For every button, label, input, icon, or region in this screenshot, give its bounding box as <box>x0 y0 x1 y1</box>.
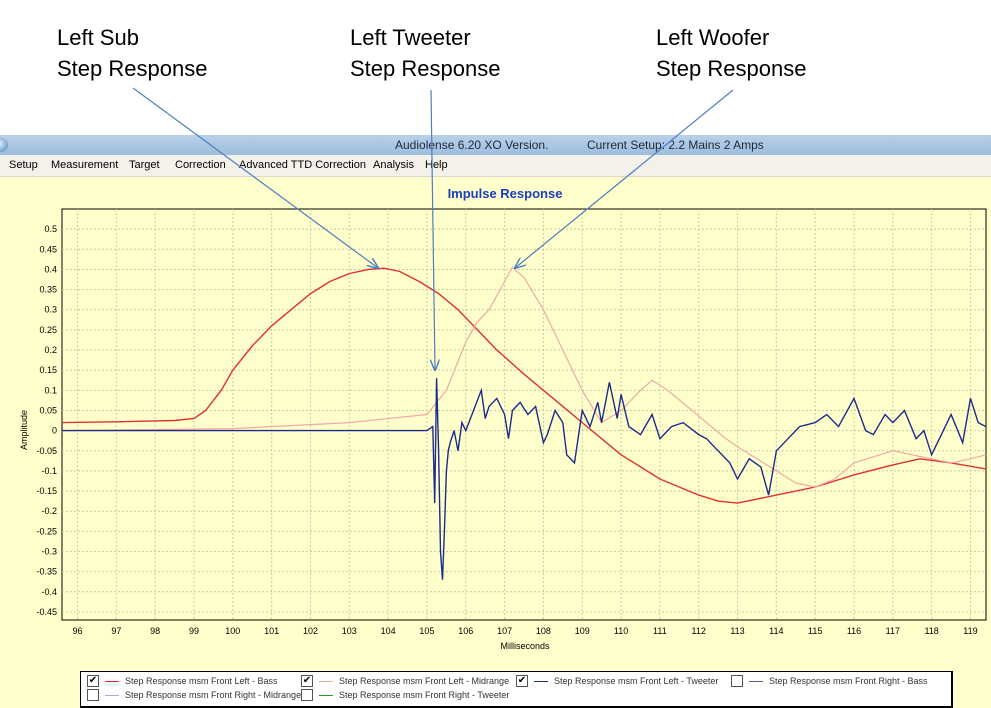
y-tick-label: -0.45 <box>36 607 57 617</box>
x-tick-label: 115 <box>808 626 822 636</box>
legend-swatch <box>319 680 333 682</box>
legend-item-front-left-tweeter[interactable]: ✔ Step Response msm Front Left - Tweeter <box>516 674 718 688</box>
y-tick-label: -0.25 <box>36 526 57 536</box>
legend-checkbox[interactable] <box>301 689 313 701</box>
callout-left-tweeter-line1: Left Tweeter <box>350 25 471 50</box>
legend-checkbox[interactable]: ✔ <box>87 675 99 687</box>
menu-target[interactable]: Target <box>129 159 160 171</box>
menu-bar: Setup Measurement Target Correction Adva… <box>0 155 991 177</box>
window-title-bar: Audiolense 6.20 XO Version. Current Setu… <box>0 135 991 155</box>
y-tick-label: 0.25 <box>39 325 57 335</box>
legend-item-front-right-tweeter[interactable]: Step Response msm Front Right - Tweeter <box>301 688 509 702</box>
y-tick-label: -0.05 <box>36 446 57 456</box>
x-tick-label: 107 <box>497 626 512 636</box>
x-tick-label: 98 <box>150 626 160 636</box>
y-tick-label: -0.3 <box>41 547 57 557</box>
menu-analysis[interactable]: Analysis <box>373 159 414 171</box>
x-tick-label: 102 <box>303 626 318 636</box>
series-line-front-left-midrange <box>62 266 986 488</box>
y-tick-label: -0.35 <box>36 567 57 577</box>
y-tick-label: 0.1 <box>44 385 57 395</box>
current-setup-title: Current Setup: 2.2 Mains 2 Amps <box>587 138 764 152</box>
menu-help[interactable]: Help <box>425 159 448 171</box>
series-line-front-left-bass <box>62 267 986 504</box>
callout-left-tweeter: Left Tweeter Step Response <box>350 22 500 84</box>
legend-swatch <box>319 694 333 696</box>
x-tick-label: 106 <box>458 626 473 636</box>
x-tick-label: 116 <box>847 626 861 636</box>
menu-measurement[interactable]: Measurement <box>51 159 119 171</box>
y-tick-label: 0.2 <box>44 345 57 355</box>
legend-checkbox[interactable]: ✔ <box>301 675 313 687</box>
y-tick-label: -0.15 <box>36 486 57 496</box>
y-tick-label: 0.3 <box>44 305 57 315</box>
x-tick-label: 110 <box>614 626 628 636</box>
menu-correction[interactable]: Correction <box>175 159 226 171</box>
impulse-response-panel: Impulse Response Amplitude Milliseconds … <box>0 177 991 708</box>
y-axis-label: Amplitude <box>19 410 29 450</box>
legend-item-front-left-midrange[interactable]: ✔ Step Response msm Front Left - Midrang… <box>301 674 509 688</box>
x-tick-label: 112 <box>692 626 706 636</box>
legend-checkbox[interactable] <box>731 675 743 687</box>
callout-left-sub-line2: Step Response <box>57 56 208 81</box>
y-tick-label: 0.35 <box>39 285 57 295</box>
legend-label: Step Response msm Front Right - Midrange <box>125 690 302 700</box>
callout-left-sub: Left Sub Step Response <box>57 22 207 84</box>
legend-swatch <box>534 680 548 682</box>
x-tick-label: 114 <box>769 626 783 636</box>
x-axis-label: Milliseconds <box>500 641 550 651</box>
series-line-front-left-tweeter <box>62 378 986 580</box>
y-tick-label: 0.5 <box>44 224 57 234</box>
app-icon <box>0 138 8 152</box>
x-tick-label: 100 <box>225 626 240 636</box>
legend-label: Step Response msm Front Right - Bass <box>769 676 928 686</box>
app-title: Audiolense 6.20 XO Version. <box>395 138 549 152</box>
callout-left-woofer-line1: Left Woofer <box>656 25 770 50</box>
x-tick-label: 117 <box>886 626 900 636</box>
y-tick-label: -0.4 <box>41 587 57 597</box>
legend-item-front-left-bass[interactable]: ✔ Step Response msm Front Left - Bass <box>87 674 278 688</box>
legend-checkbox[interactable]: ✔ <box>516 675 528 687</box>
legend-label: Step Response msm Front Left - Tweeter <box>554 676 719 686</box>
legend-swatch <box>105 694 119 696</box>
legend-swatch <box>105 680 119 682</box>
legend-label: Step Response msm Front Right - Tweeter <box>339 690 510 700</box>
menu-advanced-ttd-correction[interactable]: Advanced TTD Correction <box>239 159 366 171</box>
y-tick-label: 0.05 <box>39 405 57 415</box>
chart-title: Impulse Response <box>448 186 563 201</box>
y-tick-label: 0.4 <box>44 264 57 274</box>
menu-setup[interactable]: Setup <box>9 159 38 171</box>
x-tick-label: 99 <box>189 626 199 636</box>
x-tick-label: 109 <box>575 626 590 636</box>
legend-label: Step Response msm Front Left - Bass <box>125 676 278 686</box>
callout-left-tweeter-line2: Step Response <box>350 56 501 81</box>
x-tick-label: 119 <box>963 626 977 636</box>
y-tick-label: -0.1 <box>41 466 57 476</box>
legend-label: Step Response msm Front Left - Midrange <box>339 676 510 686</box>
chart-legend: ✔ Step Response msm Front Left - Bass ✔ … <box>80 671 953 708</box>
callout-left-sub-line1: Left Sub <box>57 25 139 50</box>
x-tick-label: 103 <box>342 626 357 636</box>
x-tick-label: 105 <box>419 626 434 636</box>
x-tick-label: 108 <box>536 626 551 636</box>
x-tick-label: 104 <box>381 626 396 636</box>
x-tick-label: 118 <box>924 626 938 636</box>
x-tick-label: 113 <box>730 626 744 636</box>
y-tick-label: 0.45 <box>39 244 57 254</box>
callout-left-woofer-line2: Step Response <box>656 56 807 81</box>
x-tick-label: 111 <box>653 626 667 636</box>
legend-checkbox[interactable] <box>87 689 99 701</box>
x-tick-label: 101 <box>264 626 279 636</box>
y-tick-label: 0 <box>52 426 57 436</box>
y-tick-label: 0.15 <box>39 365 57 375</box>
legend-swatch <box>749 680 763 682</box>
y-tick-label: -0.2 <box>41 506 57 516</box>
x-tick-label: 96 <box>73 626 83 636</box>
legend-item-front-right-bass[interactable]: Step Response msm Front Right - Bass <box>731 674 928 688</box>
legend-item-front-right-midrange[interactable]: Step Response msm Front Right - Midrange <box>87 688 301 702</box>
callout-left-woofer: Left Woofer Step Response <box>656 22 806 84</box>
x-tick-label: 97 <box>111 626 121 636</box>
impulse-response-chart: Impulse Response Amplitude Milliseconds … <box>19 186 987 651</box>
